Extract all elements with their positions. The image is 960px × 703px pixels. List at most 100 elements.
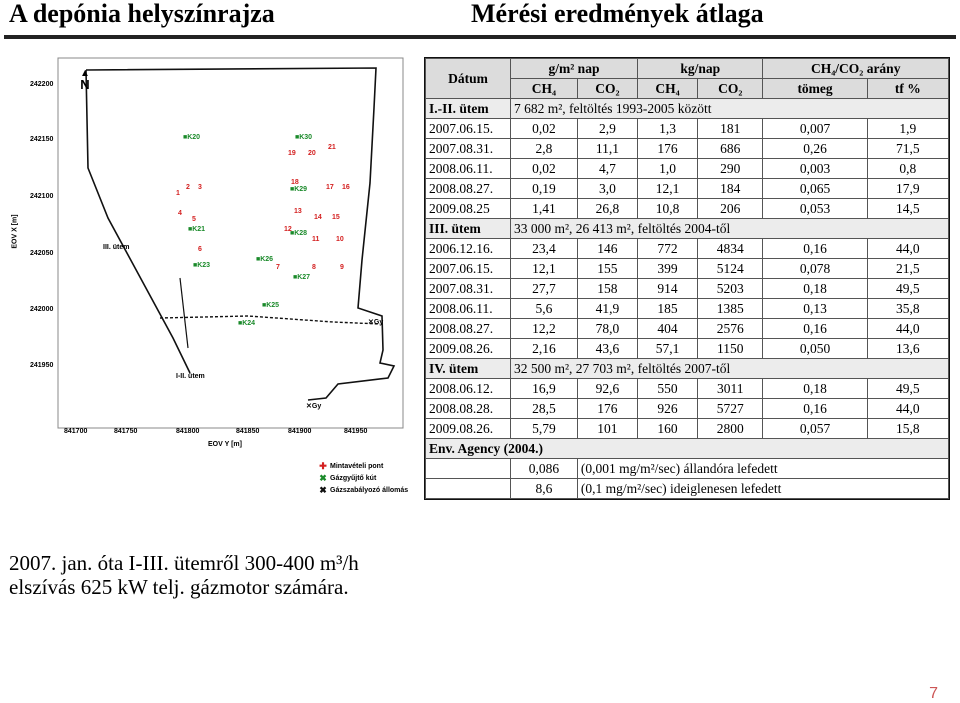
date-cell: 2008.08.28. xyxy=(425,398,511,419)
point-label: K20 xyxy=(187,134,201,141)
value-cell: 14,5 xyxy=(866,198,950,219)
zone-label: I-II. ütem xyxy=(176,373,205,380)
value-cell: 184 xyxy=(697,178,764,199)
value-cell: 1385 xyxy=(697,298,764,319)
value-cell: 23,4 xyxy=(510,238,578,259)
value-cell: 35,8 xyxy=(866,298,950,319)
sampling-point: 3 xyxy=(198,184,202,191)
legend-item: ✖ Gázszabályozó állomás xyxy=(316,484,408,496)
value-cell: 146 xyxy=(576,238,638,259)
date-cell: 2007.08.31. xyxy=(425,138,511,159)
table-row: 2008.06.11. 0,02 4,7 1,0 290 0,003 0,8 xyxy=(425,158,950,179)
green-square-icon: ■ xyxy=(295,134,300,141)
value-cell: 0,02 xyxy=(510,118,578,139)
value-cell: 0,18 xyxy=(762,378,868,399)
table-row: 2009.08.25 1,41 26,8 10,8 206 0,053 14,5 xyxy=(425,198,950,219)
x-tick: 841950 xyxy=(344,428,368,435)
point-label: 7 xyxy=(276,264,280,271)
point-label: 16 xyxy=(342,184,350,191)
value-cell: 101 xyxy=(576,418,638,439)
page-number: 7 xyxy=(929,685,938,702)
red-cross-icon: ✚ xyxy=(319,460,327,471)
section-name: III. ütem xyxy=(425,218,511,239)
value-cell: 550 xyxy=(636,378,699,399)
value-cell: 0,065 xyxy=(762,178,868,199)
point-label: 2 xyxy=(186,184,190,191)
value-cell: 3,0 xyxy=(576,178,638,199)
value-cell: 0,18 xyxy=(762,278,868,299)
value-cell: 0,26 xyxy=(762,138,868,159)
table-row: 2006.12.16. 23,4 146 772 4834 0,16 44,0 xyxy=(425,238,950,259)
value-cell: 2,16 xyxy=(510,338,578,359)
value-cell: 290 xyxy=(697,158,764,179)
value-cell: 2,8 xyxy=(510,138,578,159)
gas-well-point: ■K23 xyxy=(193,262,210,269)
point-label: Gy xyxy=(311,403,322,410)
sampling-point: 17 xyxy=(326,184,334,191)
value-cell: 27,7 xyxy=(510,278,578,299)
green-square-icon: ■ xyxy=(290,186,295,193)
value-cell: 1,3 xyxy=(636,118,699,139)
point-label: K28 xyxy=(294,230,308,237)
sampling-point: 20 xyxy=(308,150,316,157)
table-row: 2009.08.26. 5,79 101 160 2800 0,057 15,8 xyxy=(425,418,950,439)
site-map: ▲ N EOV X [m] 242200 242150 242100 24205… xyxy=(8,48,418,508)
section-name: Env. Agency (2004.) xyxy=(425,438,949,459)
sampling-point: 2 xyxy=(186,184,190,191)
value-cell: 5,79 xyxy=(510,418,578,439)
date-cell: 2008.06.11. xyxy=(425,298,511,319)
sampling-point: 9 xyxy=(340,264,344,271)
table-row: 2007.06.15. 12,1 155 399 5124 0,078 21,5 xyxy=(425,258,950,279)
value-cell: 15,8 xyxy=(866,418,950,439)
point-label: K26 xyxy=(260,256,274,263)
value-cell: 0,8 xyxy=(866,158,950,179)
site-map-drawing xyxy=(57,57,404,429)
value-cell: 49,5 xyxy=(866,378,950,399)
north-arrow: ▲ N xyxy=(80,68,90,91)
value-cell: 57,1 xyxy=(636,338,699,359)
legend-item: ✚ Mintavételi pont xyxy=(316,460,408,472)
date-cell: 2008.08.27. xyxy=(425,318,511,339)
note-cell: (0,001 mg/m²/sec) állandóra lefedett xyxy=(576,458,950,479)
value-cell: 0,19 xyxy=(510,178,578,199)
zone-label: III. ütem xyxy=(103,244,130,251)
table-row: 2008.08.27. 0,19 3,0 12,1 184 0,065 17,9 xyxy=(425,178,950,199)
value-cell: 3011 xyxy=(697,378,764,399)
section-row: III. ütem 33 000 m², 26 413 m², feltöltés… xyxy=(425,218,949,239)
value-cell: 0,16 xyxy=(762,398,868,419)
gas-well-point: ■K30 xyxy=(295,134,312,141)
value-cell: 1,0 xyxy=(636,158,699,179)
map-legend: ✚ Mintavételi pont ✖ Gázgyűjtő kút ✖ Gáz… xyxy=(316,460,408,496)
green-cross-icon: ✖ xyxy=(319,472,327,483)
date-cell: 2007.06.15. xyxy=(425,258,511,279)
point-label: 19 xyxy=(288,150,296,157)
value-cell: 44,0 xyxy=(866,238,950,259)
y-tick: 242000 xyxy=(30,306,54,313)
y-tick: 242050 xyxy=(30,250,54,257)
value-cell: 1,41 xyxy=(510,198,578,219)
ratio-header: CH₄/CO₂ arány xyxy=(762,58,949,79)
value-cell: 0,053 xyxy=(762,198,868,219)
column-header: CO₂ xyxy=(697,78,764,99)
value-cell: 181 xyxy=(697,118,764,139)
point-label: 21 xyxy=(328,144,336,151)
value-cell: 4834 xyxy=(697,238,764,259)
x-tick: 841800 xyxy=(176,428,200,435)
regulator-station: ✕Gy xyxy=(306,402,321,410)
caption-line: 2007. jan. óta I-III. ütemről 300-400 m³… xyxy=(9,551,359,575)
value-cell: 0,086 xyxy=(510,458,578,479)
x-tick: 841700 xyxy=(64,428,88,435)
value-cell: 26,8 xyxy=(576,198,638,219)
value-cell: 926 xyxy=(636,398,699,419)
value-cell: 0,003 xyxy=(762,158,868,179)
point-label: K27 xyxy=(297,274,311,281)
value-cell: 2576 xyxy=(697,318,764,339)
table-row: 2009.08.26. 2,16 43,6 57,1 1150 0,050 13,6 xyxy=(425,338,950,359)
title-right: Mérési eredmények átlaga xyxy=(471,0,764,28)
section-note: 7 682 m², feltöltés 1993-2005 között xyxy=(510,98,949,119)
value-cell: 13,6 xyxy=(866,338,950,359)
date-cell: 2008.06.11. xyxy=(425,158,511,179)
table-row: 2007.08.31. 27,7 158 914 5203 0,18 49,5 xyxy=(425,278,950,299)
date-cell: 2006.12.16. xyxy=(425,238,511,259)
value-cell: 914 xyxy=(636,278,699,299)
